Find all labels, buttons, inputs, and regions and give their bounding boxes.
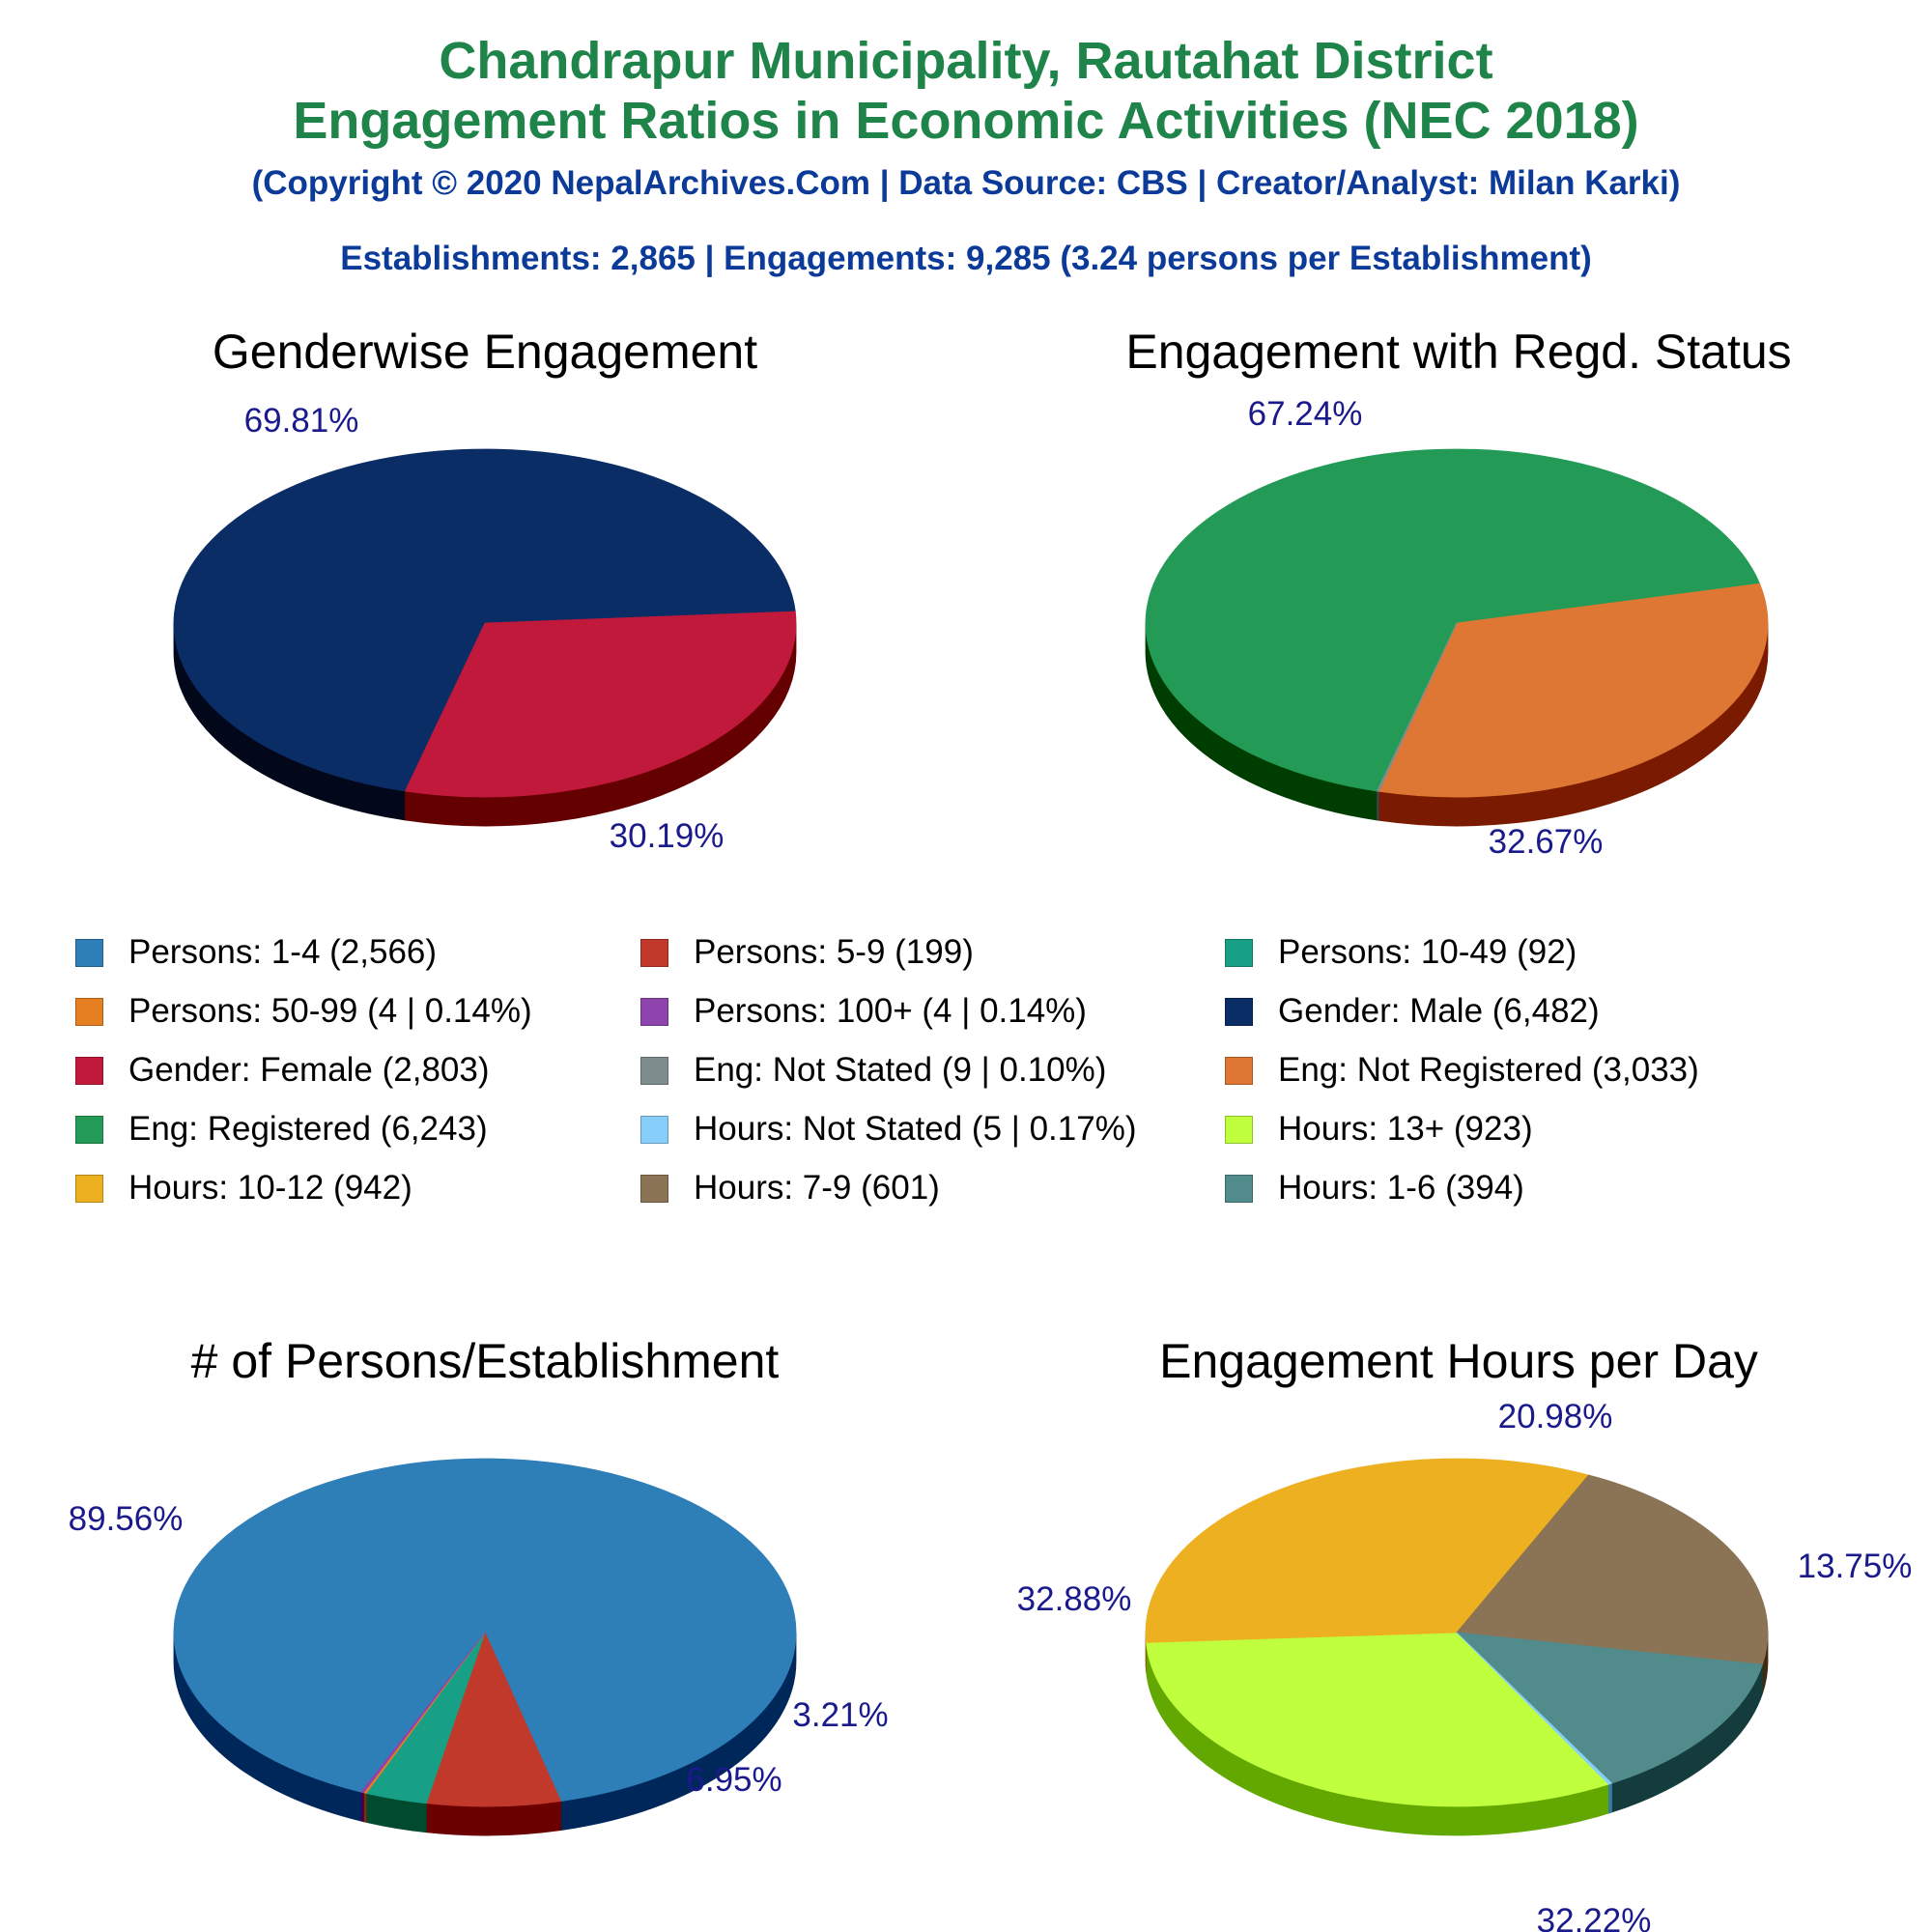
legend-swatch [75, 1115, 103, 1144]
legend-item: Persons: 100+ (4 | 0.14%) [640, 992, 1087, 1031]
legend-item: Eng: Not Stated (9 | 0.10%) [640, 1051, 1106, 1090]
legend-label: Hours: 13+ (923) [1278, 1110, 1533, 1148]
pie-percent-label: 13.75% [1798, 1548, 1913, 1585]
legend-swatch [640, 1115, 668, 1144]
legend-swatch [640, 1174, 668, 1203]
chart-title-line1: Chandrapur Municipality, Rautahat Distri… [439, 32, 1493, 90]
credit-line: (Copyright © 2020 NepalArchives.Com | Da… [251, 164, 1681, 202]
legend-item: Hours: 10-12 (942) [75, 1169, 412, 1208]
pie-slice [404, 611, 797, 798]
legend-label: Persons: 10-49 (92) [1278, 933, 1577, 971]
legend-swatch [75, 1174, 103, 1203]
legend-item: Gender: Female (2,803) [75, 1051, 490, 1090]
pie-slice [1145, 448, 1761, 792]
pie-percent-label: 20.98% [1498, 1398, 1613, 1435]
legend-label: Eng: Not Stated (9 | 0.10%) [694, 1051, 1107, 1089]
pie-slice [1145, 1458, 1590, 1643]
legend-item: Gender: Male (6,482) [1225, 992, 1600, 1031]
legend-swatch [640, 1056, 668, 1085]
legend-item: Eng: Registered (6,243) [75, 1110, 488, 1149]
pie-slice [1146, 1632, 1610, 1807]
legend-label: Gender: Female (2,803) [128, 1051, 490, 1089]
pie-percent-label: 6.95% [686, 1761, 781, 1799]
pie-percent-label: 67.24% [1248, 395, 1363, 433]
chart-title-line2: Engagement Ratios in Economic Activities… [293, 92, 1639, 150]
legend-swatch [640, 938, 668, 967]
legend-label: Persons: 50-99 (4 | 0.14%) [128, 992, 532, 1030]
legend-swatch [1225, 1174, 1253, 1203]
pie-percent-label: 32.88% [1017, 1580, 1132, 1618]
legend-item: Persons: 1-4 (2,566) [75, 933, 437, 972]
pie-title-persons: # of Persons/Establishment [190, 1334, 780, 1388]
pie-slice [425, 1631, 562, 1807]
pie-slice [1456, 1632, 1613, 1785]
pie-percent-label: 3.21% [792, 1696, 888, 1734]
pie-title-hours: Engagement Hours per Day [1159, 1334, 1758, 1388]
summary-line: Establishments: 2,865 | Engagements: 9,2… [340, 240, 1592, 277]
legend-label: Persons: 5-9 (199) [694, 933, 974, 971]
legend-label: Hours: 7-9 (601) [694, 1169, 940, 1207]
pie-percent-label: 32.67% [1489, 823, 1604, 861]
legend-label: Persons: 1-4 (2,566) [128, 933, 438, 971]
legend-item: Hours: Not Stated (5 | 0.17%) [640, 1110, 1136, 1149]
legend-label: Eng: Registered (6,243) [128, 1110, 488, 1148]
pie-percent-label: 32.22% [1537, 1902, 1652, 1932]
legend-item: Persons: 50-99 (4 | 0.14%) [75, 992, 532, 1031]
legend-label: Hours: 1-6 (394) [1278, 1169, 1524, 1207]
legend-swatch [1225, 997, 1253, 1026]
legend-item: Persons: 10-49 (92) [1225, 933, 1577, 972]
pie-slice [360, 1632, 486, 1794]
legend-label: Eng: Not Registered (3,033) [1278, 1051, 1699, 1089]
legend-item: Hours: 1-6 (394) [1225, 1169, 1524, 1208]
legend-label: Gender: Male (6,482) [1278, 992, 1600, 1030]
legend-swatch [75, 997, 103, 1026]
pie-slice [1378, 582, 1769, 798]
pie-slice [173, 448, 796, 792]
legend-swatch [1225, 1056, 1253, 1085]
legend-swatch [1225, 1115, 1253, 1144]
legend-swatch [640, 997, 668, 1026]
legend-item: Persons: 5-9 (199) [640, 933, 974, 972]
pie-slice [173, 1458, 797, 1802]
pie-slice [1456, 1474, 1769, 1665]
pie-percent-label: 89.56% [69, 1500, 184, 1538]
pie-slice [1455, 1632, 1764, 1784]
legend-label: Hours: Not Stated (5 | 0.17%) [694, 1110, 1137, 1148]
legend-item: Hours: 13+ (923) [1225, 1110, 1533, 1149]
legend-swatch [75, 1056, 103, 1085]
legend-label: Persons: 100+ (4 | 0.14%) [694, 992, 1087, 1030]
pie-slice [1376, 622, 1458, 792]
legend-item: Eng: Not Registered (3,033) [1225, 1051, 1699, 1090]
legend-label: Hours: 10-12 (942) [128, 1169, 412, 1207]
pie-slice-side [1608, 1782, 1612, 1814]
legend-item: Hours: 7-9 (601) [640, 1169, 940, 1208]
legend-swatch [75, 938, 103, 967]
pie-title-registration: Engagement with Regd. Status [1125, 325, 1792, 379]
pie-percent-label: 30.19% [610, 817, 724, 855]
pie-percent-label: 69.81% [244, 402, 359, 440]
legend-swatch [1225, 938, 1253, 967]
pie-title-gender: Genderwise Engagement [212, 325, 758, 379]
